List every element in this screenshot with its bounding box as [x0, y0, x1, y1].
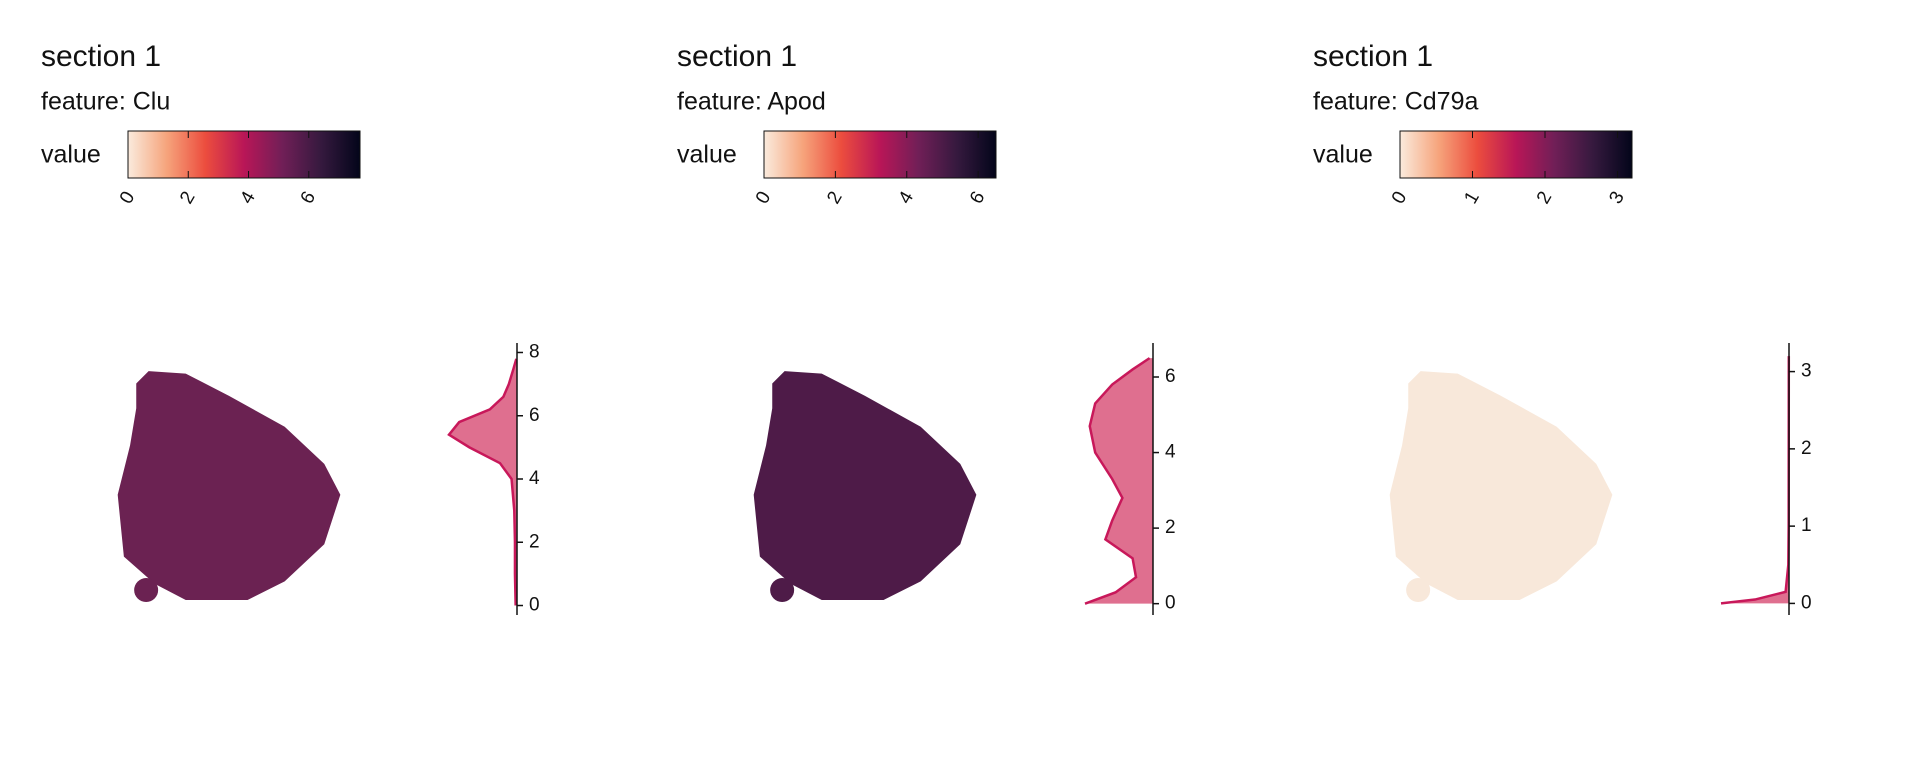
- legend-title: value: [677, 141, 737, 169]
- y-tick-label: 2: [529, 531, 540, 552]
- tissue: [134, 578, 159, 603]
- colorbar-tick-label: 0: [1388, 188, 1411, 208]
- colorbar-tick-label: 1: [1460, 188, 1483, 208]
- panel-subtitle: feature: Clu: [41, 88, 170, 116]
- legend-title: value: [1313, 141, 1373, 169]
- y-tick-label: 2: [1801, 438, 1812, 459]
- colorbar-tick-label: 6: [966, 188, 989, 208]
- tissue: [117, 371, 341, 600]
- panel-title: section 1: [677, 40, 797, 73]
- y-tick-label: 2: [1165, 517, 1176, 538]
- colorbar-tick-label: 2: [176, 188, 199, 208]
- colorbar-tick-label: 6: [297, 188, 320, 208]
- colorbar: [1399, 130, 1633, 179]
- y-tick-label: 0: [1165, 593, 1176, 614]
- tissue: [770, 578, 795, 603]
- colorbar-tick-label: 4: [236, 188, 260, 208]
- panel-subtitle: feature: Apod: [677, 88, 826, 116]
- y-tick-label: 1: [1801, 515, 1812, 536]
- colorbar-tick-label: 2: [1533, 188, 1556, 208]
- colorbar-tick-label: 0: [752, 188, 775, 208]
- colorbar: [763, 130, 997, 179]
- y-tick-label: 6: [529, 405, 540, 426]
- y-tick-label: 8: [529, 342, 540, 363]
- legend-title: value: [41, 141, 101, 169]
- panel-subtitle: feature: Cd79a: [1313, 88, 1478, 116]
- colorbar-tick-label: 0: [116, 188, 139, 208]
- panel-title: section 1: [1313, 40, 1433, 73]
- tissue: [1406, 578, 1431, 603]
- y-tick-label: 4: [1165, 442, 1176, 463]
- y-tick-label: 0: [1801, 592, 1812, 613]
- density-line: [1084, 357, 1151, 605]
- density-line: [1720, 356, 1791, 605]
- y-tick-label: 3: [1801, 361, 1812, 382]
- density-area: [1085, 358, 1153, 604]
- density-area: [1721, 356, 1789, 604]
- colorbar: [127, 130, 361, 179]
- colorbar-tick-label: 4: [895, 188, 919, 208]
- tissue: [753, 371, 977, 600]
- colorbar-tick-label: 3: [1605, 188, 1628, 208]
- y-tick-label: 0: [529, 595, 540, 616]
- density-area: [449, 358, 517, 606]
- y-tick-label: 4: [529, 468, 540, 489]
- density-line: [447, 358, 518, 606]
- y-tick-label: 6: [1165, 366, 1176, 387]
- panel-title: section 1: [41, 40, 161, 73]
- tissue: [1389, 371, 1613, 600]
- colorbar-tick-label: 2: [823, 188, 846, 208]
